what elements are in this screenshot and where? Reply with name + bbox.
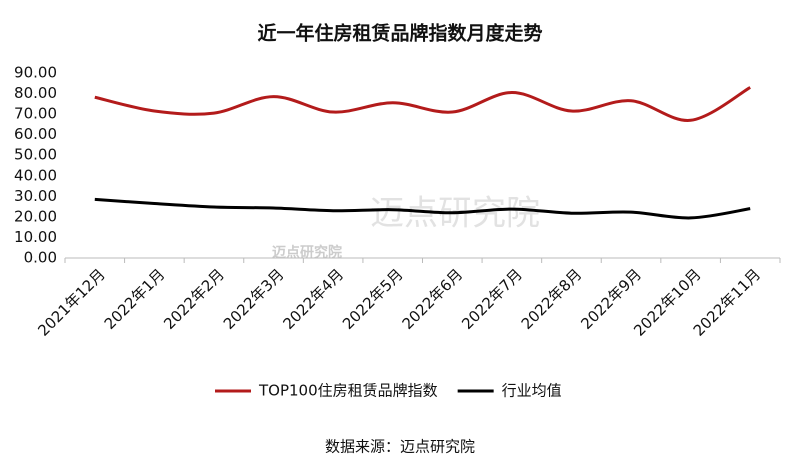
series-line bbox=[94, 197, 751, 220]
legend-label: 行业均值 bbox=[502, 382, 562, 400]
y-tick-label: 50.00 bbox=[14, 146, 57, 164]
legend-label: TOP100住房租赁品牌指数 bbox=[258, 382, 438, 400]
y-tick-label: 20.00 bbox=[14, 207, 57, 225]
y-tick-label: 90.00 bbox=[14, 64, 57, 82]
y-tick-label: 40.00 bbox=[14, 166, 57, 184]
y-tick-label: 30.00 bbox=[14, 187, 57, 205]
series-line bbox=[94, 86, 751, 122]
y-tick-label: 0.00 bbox=[24, 249, 57, 267]
y-tick-label: 80.00 bbox=[14, 84, 57, 102]
chart-title: 近一年住房租赁品牌指数月度走势 bbox=[257, 22, 542, 45]
y-tick-label: 60.00 bbox=[14, 125, 57, 143]
y-tick-label: 70.00 bbox=[14, 105, 57, 123]
watermark: 迈点研究院 bbox=[272, 244, 342, 261]
y-tick-label: 10.00 bbox=[14, 228, 57, 246]
source-note: 数据来源：迈点研究院 bbox=[325, 438, 475, 456]
